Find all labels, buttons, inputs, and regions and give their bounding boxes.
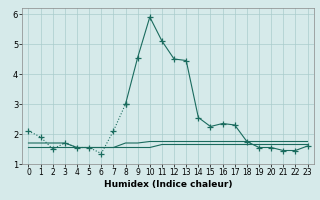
X-axis label: Humidex (Indice chaleur): Humidex (Indice chaleur)	[104, 180, 232, 189]
